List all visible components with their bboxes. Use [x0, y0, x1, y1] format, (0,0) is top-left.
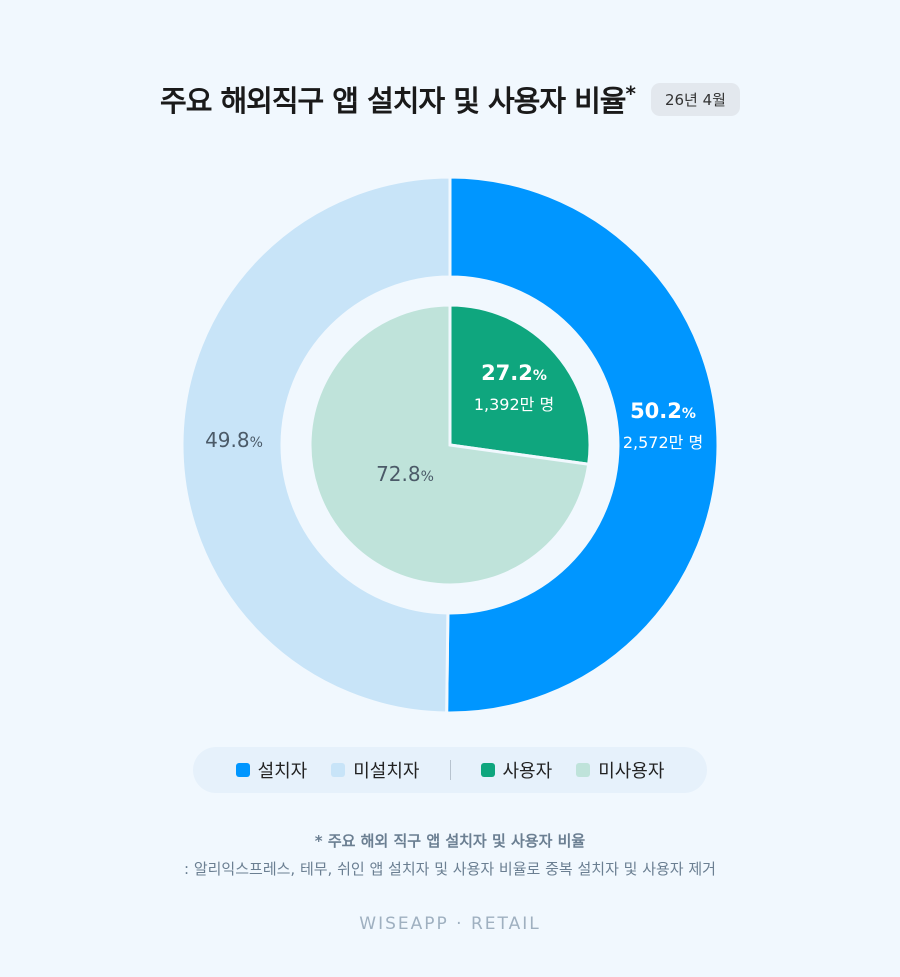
legend: 설치자 미설치자 사용자 미사용자 [193, 747, 707, 793]
outer-slice-0-count-label: 2,572만 명 [623, 433, 703, 452]
inner-slice-0 [448, 303, 592, 466]
footnote-title: * 주요 해외 직구 앱 설치자 및 사용자 비율 [314, 832, 586, 850]
inner-slice-0-count-label: 1,392만 명 [474, 395, 554, 414]
legend-swatch-installed [235, 763, 250, 777]
legend-item-installed: 설치자 [235, 757, 307, 783]
legend-swatch-user [480, 763, 495, 777]
brand-logo: WISEAPP · RETAIL [359, 914, 541, 934]
legend-item-user: 사용자 [480, 757, 552, 783]
legend-item-not-installed: 미설치자 [331, 757, 420, 783]
title-row: 주요 해외직구 앱 설치자 및 사용자 비율* 26년 4월 [0, 78, 900, 120]
donut-chart: 50.2%2,572만 명49.8%27.2%1,392만 명72.8% [180, 175, 720, 715]
footnote-detail: : 알리익스프레스, 테무, 쉬인 앱 설치자 및 사용자 비율로 중복 설치자… [184, 860, 716, 878]
legend-item-non-user: 미사용자 [576, 757, 664, 783]
legend-swatch-non-user [576, 763, 591, 777]
chart-title: 주요 해외직구 앱 설치자 및 사용자 비율* [160, 81, 636, 118]
period-badge: 26년 4월 [650, 82, 740, 116]
inner-slice-1 [308, 303, 591, 587]
outer-slice-1 [180, 175, 452, 715]
outer-slice-0 [445, 175, 720, 715]
legend-divider [449, 760, 451, 780]
legend-swatch-not-installed [331, 763, 346, 777]
